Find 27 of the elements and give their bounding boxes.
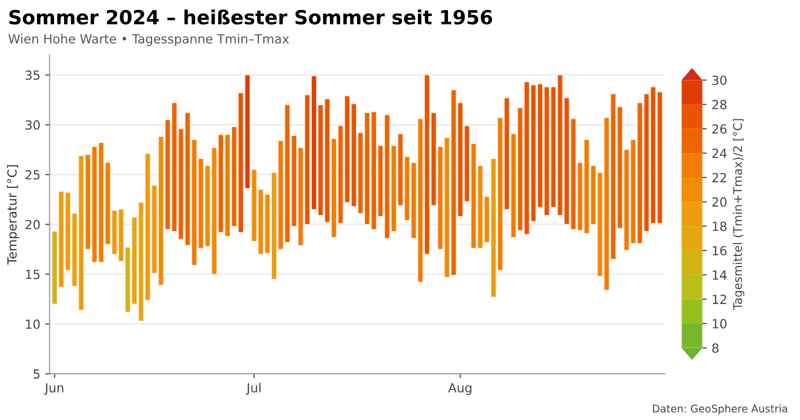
color-bar-label: 24 [712, 148, 727, 158]
color-bar-label: 18 [712, 222, 726, 232]
color-bar-label: 20 [712, 197, 727, 207]
color-bar-label: 16 [712, 246, 727, 256]
chart-title: Sommer 2024 – heißester Sommer seit 1956 [9, 9, 492, 25]
y-tick-label: 30 [26, 120, 40, 130]
x-tick-label: Jun [44, 383, 64, 395]
y-axis-title: Temperatur [°C] [7, 165, 20, 265]
y-tick-label: 15 [26, 270, 40, 280]
y-tick-label: 10 [26, 319, 40, 329]
color-bar-title: Tagesmittel (Tmin+Tmax)/2 [°C] [732, 119, 744, 310]
x-tick-label: Aug [448, 383, 472, 395]
color-bar-label: 14 [712, 270, 727, 280]
color-bar-label: 22 [712, 172, 726, 182]
text: Daten: GeoSphere Austria [653, 404, 788, 415]
color-bar-label: 10 [712, 319, 727, 328]
chart-subtitle: Wien Hohe Warte • Tagesspanne Tmin–Tmax [8, 34, 289, 46]
color-bar-label: 8 [712, 343, 719, 353]
y-tick-label: 25 [26, 170, 40, 180]
y-tick-label: 20 [26, 220, 40, 230]
y-tick-label: 35 [26, 70, 40, 80]
x-tick-label: Jul [246, 382, 260, 395]
color-bar-label: 30 [712, 76, 727, 86]
y-tick-label: 5 [34, 369, 40, 379]
color-bar-label: 12 [712, 294, 726, 304]
color-bar-label: 28 [712, 100, 726, 110]
color-bar-label: 26 [712, 124, 727, 134]
